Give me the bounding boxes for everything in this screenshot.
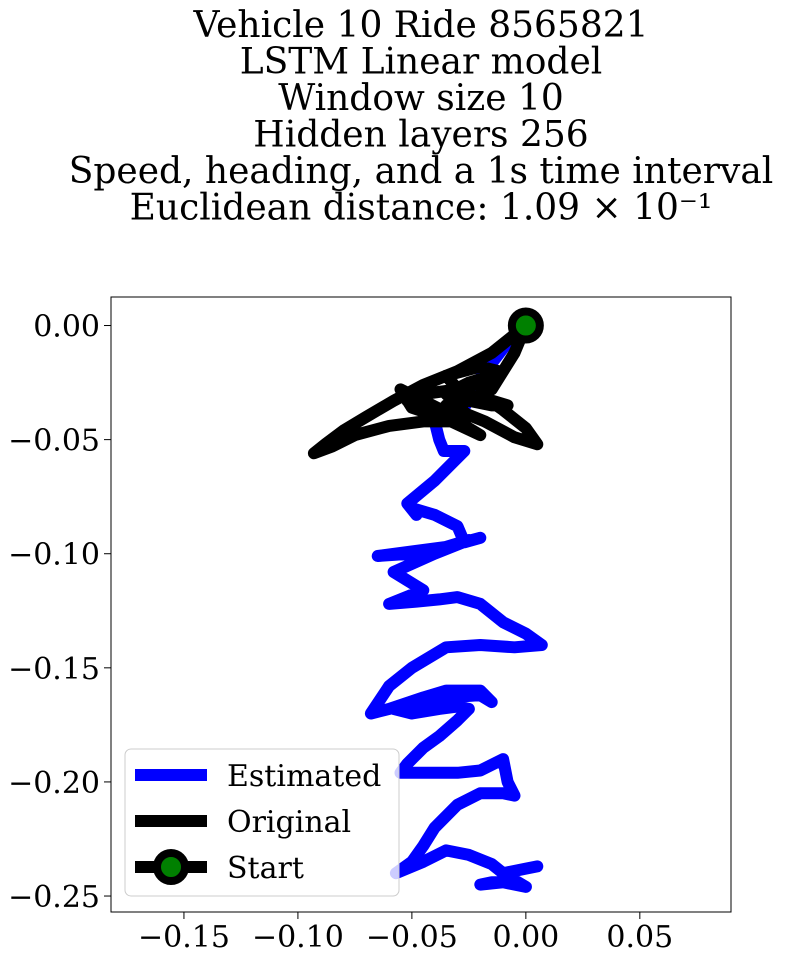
- legend-label: Original: [227, 805, 351, 840]
- title-line: Euclidean distance: 1.09 × 10⁻¹: [130, 188, 713, 229]
- legend: Estimated Original Start: [124, 748, 400, 897]
- title-line: Speed, heading, and a 1s time interval: [69, 151, 774, 192]
- start-marker: [507, 307, 544, 344]
- axes-frame: [110, 296, 732, 913]
- legend-label: Start: [227, 851, 304, 886]
- x-tick-label: 0.00: [492, 920, 559, 955]
- y-tick-label: 0.00: [33, 310, 100, 345]
- x-tick-label: −0.05: [366, 920, 458, 955]
- x-tick-label: 0.05: [606, 920, 673, 955]
- y-tick-label: −0.25: [8, 880, 100, 915]
- title-line: LSTM Linear model: [240, 42, 603, 83]
- y-axis: 0.00 −0.05 −0.10 −0.15 −0.20 −0.25: [8, 310, 111, 915]
- title-line: Window size 10: [278, 78, 564, 119]
- title-line: Hidden layers 256: [253, 115, 588, 156]
- y-tick-label: −0.05: [8, 424, 100, 459]
- legend-start-marker: [153, 849, 189, 885]
- legend-label: Estimated: [227, 759, 381, 794]
- x-tick-label: −0.15: [138, 920, 230, 955]
- x-tick-label: −0.10: [252, 920, 344, 955]
- y-tick-label: −0.10: [8, 538, 100, 573]
- x-axis: −0.15 −0.10 −0.05 0.00 0.05: [138, 912, 673, 955]
- y-tick-label: −0.20: [8, 766, 100, 801]
- y-tick-label: −0.15: [8, 652, 100, 687]
- series-line-original: [307, 319, 544, 460]
- title-line: Vehicle 10 Ride 8565821: [192, 5, 648, 46]
- legend-box: [124, 748, 400, 897]
